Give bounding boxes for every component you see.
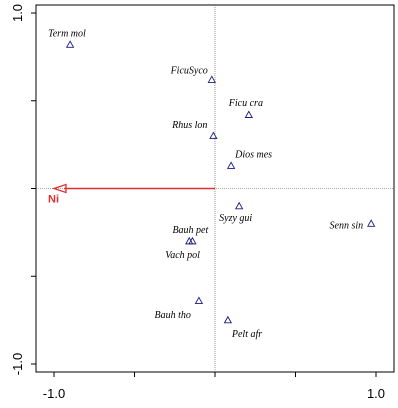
point-label-8: Vach pol [165, 250, 200, 261]
point-marker-6 [367, 219, 376, 227]
point-label-1: FicuSyco [170, 66, 208, 77]
species-points: Term mol FicuSyco Ficu cra Rhus lon Dios mes… [48, 29, 376, 340]
arrow-head-0 [51, 183, 67, 194]
point-marker-4 [226, 161, 236, 169]
point-label-10: Pelt afr [231, 329, 262, 340]
point-label-4: Dios mes [234, 150, 272, 161]
x-tick-label-min: -1.0 [43, 386, 65, 401]
y-axis-ticks [31, 12, 36, 365]
point-marker-9 [194, 296, 204, 304]
point-marker-10 [223, 315, 233, 324]
point-marker-3 [209, 131, 218, 140]
point-marker-8 [185, 236, 194, 245]
environment-arrows: Ni [48, 183, 215, 206]
point-label-6: Senn sin [330, 221, 364, 232]
point-marker-0 [65, 40, 75, 48]
point-marker-2 [244, 110, 253, 118]
arrow-label-0: Ni [48, 194, 59, 206]
point-label-0: Term mol [48, 29, 86, 40]
x-axis-ticks [53, 372, 377, 377]
y-tick-label-min: -1.0 [10, 353, 25, 375]
point-label-9: Bauh tho [155, 310, 191, 321]
point-label-3: Rhus lon [171, 120, 207, 131]
y-tick-label-max: 1.0 [10, 4, 25, 22]
point-label-2: Ficu cra [228, 98, 263, 109]
point-label-7: Bauh pet [172, 225, 208, 236]
point-marker-1 [207, 75, 216, 83]
x-tick-label-max: 1.0 [367, 386, 385, 401]
point-marker-5 [234, 201, 244, 210]
point-label-5: Syzy gui [219, 213, 252, 224]
